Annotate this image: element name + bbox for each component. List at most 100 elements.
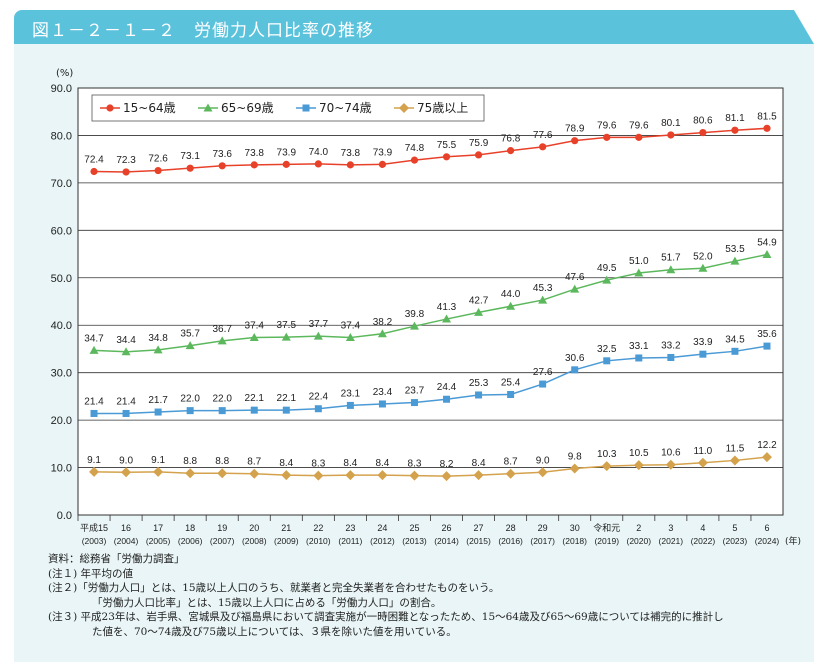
data-point [473, 470, 484, 481]
data-point [282, 406, 290, 414]
data-label: 25.4 [501, 377, 521, 388]
source-note: 資料：総務省「労働力調査」 [48, 553, 185, 565]
data-label: 10.3 [597, 449, 617, 460]
x-tick-year: (2023) [723, 536, 748, 546]
data-point [281, 332, 291, 341]
data-point [665, 459, 676, 470]
legend-label: 70~74歳 [319, 101, 372, 115]
x-tick-year: (2008) [242, 536, 267, 546]
data-label: 37.4 [245, 321, 265, 332]
data-label: 8.4 [375, 458, 389, 469]
data-label: 22.1 [245, 393, 265, 404]
data-label: 8.7 [504, 457, 518, 468]
data-label: 42.7 [469, 295, 489, 306]
data-label: 74.8 [405, 143, 425, 154]
data-label: 73.8 [341, 148, 361, 159]
x-tick-label: 17 [153, 523, 163, 533]
note-1: (注１) 年平均の値 [48, 567, 134, 580]
data-label: 24.4 [437, 382, 457, 393]
data-point [185, 341, 195, 350]
y-tick-label: 10.0 [51, 463, 72, 475]
y-tick-label: 80.0 [51, 130, 72, 142]
data-point [537, 467, 548, 478]
data-label: 9.8 [568, 452, 582, 463]
y-tick-label: 30.0 [51, 368, 72, 380]
data-point [346, 401, 354, 409]
data-label: 32.5 [597, 344, 617, 355]
x-tick-label: 16 [121, 523, 131, 533]
data-point [667, 353, 675, 361]
x-tick-label: 5 [732, 523, 737, 533]
data-point [506, 301, 516, 310]
x-tick-label: 23 [345, 523, 355, 533]
x-tick-label: 20 [249, 523, 259, 533]
x-tick-label: 3 [668, 523, 673, 533]
data-label: 8.8 [183, 456, 197, 467]
data-point [666, 265, 676, 274]
data-point [154, 166, 162, 175]
data-label: 49.5 [597, 263, 617, 274]
x-tick-year: (2024) [755, 536, 780, 546]
data-point [635, 354, 643, 362]
x-tick-label: 4 [700, 523, 705, 533]
data-label: 21.4 [116, 396, 136, 407]
data-label: 45.3 [533, 283, 553, 294]
series-line-4 [94, 456, 768, 477]
data-label: 72.3 [116, 155, 136, 166]
data-point [731, 126, 739, 134]
data-label: 74.0 [309, 147, 329, 158]
data-label: 34.7 [84, 333, 104, 344]
data-point [409, 470, 420, 481]
data-point [441, 471, 452, 482]
data-label: 73.1 [180, 151, 200, 162]
data-point [571, 137, 579, 145]
data-point [505, 468, 516, 479]
data-label: 37.4 [341, 321, 361, 332]
data-point [475, 391, 483, 399]
legend-marker [203, 103, 213, 112]
data-label: 75.5 [437, 140, 457, 151]
data-point [121, 347, 131, 356]
data-point [410, 399, 418, 407]
data-label: 37.5 [277, 320, 297, 331]
note-2-cont: 「労働力人口比率」とは、15歳以上人口に占める「労働力人口」の割合。 [92, 596, 442, 609]
data-point [345, 470, 356, 481]
data-point [314, 160, 322, 168]
data-label: 73.9 [277, 147, 297, 158]
x-tick-year: (2022) [691, 536, 716, 546]
data-label: 75.9 [469, 138, 489, 149]
data-label: 51.0 [629, 256, 649, 267]
data-point [122, 409, 130, 417]
data-label: 81.1 [725, 113, 745, 124]
data-label: 8.4 [279, 458, 293, 469]
data-point [90, 167, 98, 176]
x-tick-label: 25 [409, 523, 419, 533]
data-point [377, 470, 388, 481]
title-bar: 図１－２－１－２ 労働力人口比率の推移 [14, 10, 814, 44]
data-label: 52.0 [693, 251, 713, 262]
data-point [699, 350, 707, 358]
x-tick-year: (2003) [82, 536, 107, 546]
data-point [185, 468, 196, 479]
x-tick-year: (2019) [594, 536, 619, 546]
y-tick-label: 0.0 [57, 510, 72, 522]
data-point [89, 466, 100, 477]
data-label: 79.6 [629, 120, 649, 131]
data-label: 37.7 [309, 319, 329, 330]
data-point [667, 131, 675, 139]
x-tick-label: 28 [506, 523, 516, 533]
data-label: 34.5 [725, 334, 745, 345]
data-point [729, 455, 740, 466]
data-point [730, 256, 740, 265]
note-2: (注２)「労働力人口」とは、15歳以上人口のうち、就業者と完全失業者を合わせたも… [48, 582, 500, 594]
data-label: 27.6 [533, 367, 553, 378]
data-label: 9.0 [536, 455, 550, 466]
x-tick-year: (2011) [338, 536, 362, 546]
data-point [89, 345, 99, 354]
data-point [410, 156, 419, 164]
legend-label: 75歳以上 [417, 101, 468, 115]
x-tick-year: (2009) [274, 536, 299, 546]
y-tick-label: 20.0 [51, 415, 72, 427]
data-label: 22.0 [212, 394, 232, 405]
data-point [122, 168, 130, 176]
